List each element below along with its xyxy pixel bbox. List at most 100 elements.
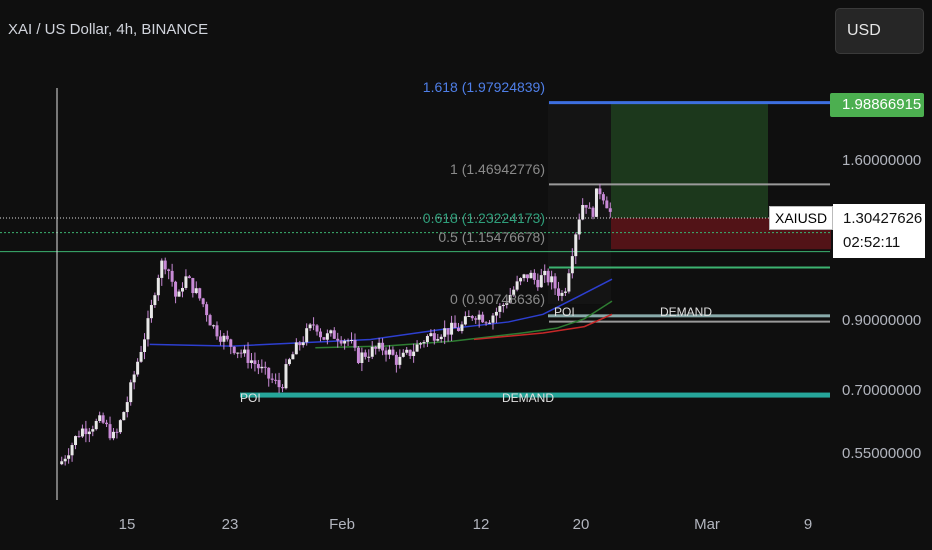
candle-body [574, 234, 578, 257]
candle-body [584, 205, 588, 208]
candle-body [343, 340, 347, 344]
candle-body [212, 325, 216, 327]
candle-body [356, 347, 360, 363]
fib-label-05: 0.5 (1.15476678) [438, 229, 545, 245]
candle-body [243, 349, 247, 354]
candle-body [508, 295, 512, 303]
candle-body [522, 274, 526, 279]
candle-body [267, 367, 271, 379]
candle-body [488, 322, 492, 324]
demand-label-lower: DEMAND [502, 391, 555, 405]
ma-line-red [473, 313, 613, 341]
candle-body [215, 325, 219, 337]
x-tick-6: Mar [694, 516, 720, 533]
candle-body [122, 412, 126, 421]
y-tick-2: 0.90000000 [842, 312, 922, 329]
candle-body [367, 356, 371, 358]
y-tick-4: 0.55000000 [842, 445, 922, 462]
candle-body [391, 349, 395, 355]
candle-body [222, 335, 226, 342]
candle-body [274, 379, 278, 381]
demand-zone-lower [240, 392, 830, 398]
y-tick-3: 0.70000000 [842, 382, 922, 399]
x-tick-1: 15 [118, 516, 136, 533]
candle-body [143, 339, 147, 352]
candle-body [277, 380, 281, 388]
candle-body [301, 342, 305, 346]
fib-label-1618: 1.618 (1.97924839) [422, 79, 545, 95]
candle-body [577, 219, 581, 235]
candle-body [467, 316, 471, 318]
candle-body [63, 458, 67, 462]
candle-body [153, 295, 157, 306]
candle-body [339, 340, 343, 344]
candle-body [512, 289, 516, 296]
candle-body [184, 276, 188, 288]
candle-body [108, 424, 112, 439]
candle-body [484, 322, 488, 324]
candle-body [539, 275, 543, 288]
y-tick-1: 1.60000000 [842, 152, 922, 169]
fib-label-1: 1 (1.46942776) [450, 161, 545, 177]
x-tick-4: 12 [472, 516, 490, 533]
fib-label-0: 0 (0.90748636) [450, 291, 545, 307]
candle-body [470, 316, 474, 319]
candle-body [563, 291, 567, 293]
ma-line-green [315, 300, 613, 349]
candle-body [298, 342, 302, 346]
candle-body [270, 378, 274, 380]
candle-body [519, 278, 523, 282]
candle-body [498, 306, 502, 312]
candle-body [543, 270, 547, 276]
candle-body [263, 366, 267, 368]
current-price: 1.30427626 [843, 210, 923, 227]
candle-body [481, 314, 485, 323]
candle-body [177, 291, 181, 297]
candle-body [287, 359, 291, 365]
candle-body [408, 349, 412, 357]
candle-body [374, 346, 378, 349]
candle-body [94, 421, 98, 430]
candle-body [415, 344, 419, 352]
candle-body [205, 304, 209, 316]
candle-body [318, 331, 322, 338]
candle-body [350, 339, 354, 341]
candle-body [581, 205, 585, 220]
candle-body [446, 328, 450, 335]
candle-body [187, 276, 191, 279]
currency-button[interactable]: USD [835, 8, 924, 54]
candle-body [253, 360, 257, 365]
candle-body [136, 361, 140, 375]
candle-body [501, 304, 505, 307]
candle-body [281, 387, 285, 389]
candle-body [536, 279, 540, 288]
candle-body [460, 324, 464, 332]
candle-body [284, 364, 288, 389]
candle-body [360, 352, 364, 363]
candle-body [550, 276, 554, 283]
poi-label-upper: POI [554, 305, 575, 319]
candle-body [232, 346, 236, 354]
candle-body [387, 349, 391, 355]
candle-body [605, 200, 609, 209]
candle-body [322, 337, 326, 340]
candle-body [70, 445, 74, 456]
candle-body [412, 351, 416, 357]
candle-body [67, 455, 71, 459]
candle-body [125, 402, 129, 413]
candle-body [201, 298, 205, 305]
candle-body [291, 354, 295, 360]
candle-body [315, 325, 319, 332]
candle-body [312, 324, 316, 326]
candle-body [456, 328, 460, 332]
candle-body [450, 322, 454, 335]
candle-body [570, 256, 574, 274]
candle-body [398, 356, 402, 365]
candle-body [329, 330, 333, 334]
candle-body [84, 428, 88, 435]
candle-body [191, 278, 195, 294]
candle-body [363, 352, 367, 357]
candle-body [384, 350, 388, 355]
candle-body [167, 269, 171, 271]
